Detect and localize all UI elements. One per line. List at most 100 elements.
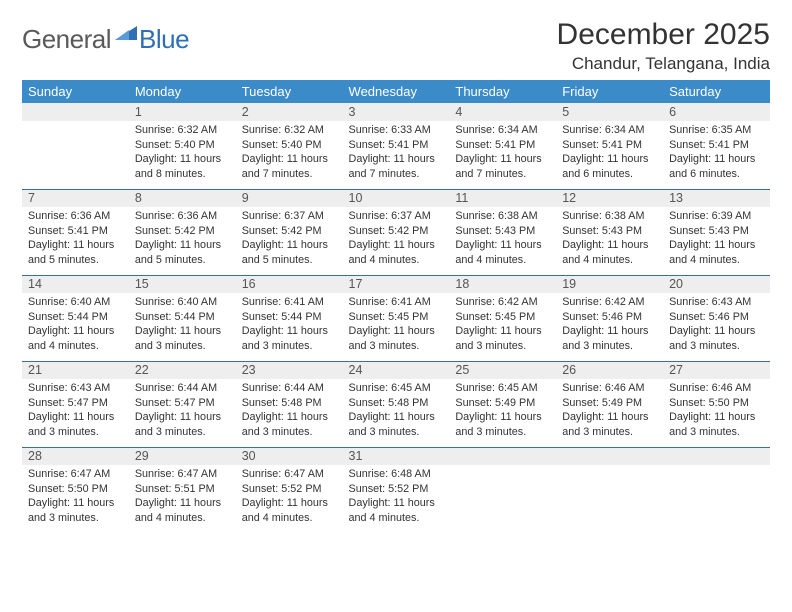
day-number-cell: 13 (663, 189, 770, 207)
sunset-text: Sunset: 5:48 PM (349, 396, 444, 411)
daylight-text: Daylight: 11 hours and 4 minutes. (135, 496, 230, 525)
day-number-cell (663, 447, 770, 465)
day-info-cell: Sunrise: 6:44 AMSunset: 5:47 PMDaylight:… (129, 379, 236, 447)
sunrise-text: Sunrise: 6:40 AM (135, 295, 230, 310)
sunset-text: Sunset: 5:50 PM (669, 396, 764, 411)
sunrise-text: Sunrise: 6:46 AM (562, 381, 657, 396)
sunrise-text: Sunrise: 6:47 AM (28, 467, 123, 482)
day-number-cell: 1 (129, 103, 236, 121)
sunrise-text: Sunrise: 6:35 AM (669, 123, 764, 138)
sunrise-text: Sunrise: 6:33 AM (349, 123, 444, 138)
day-number-cell: 27 (663, 361, 770, 379)
daylight-text: Daylight: 11 hours and 3 minutes. (135, 324, 230, 353)
day-info-cell: Sunrise: 6:37 AMSunset: 5:42 PMDaylight:… (236, 207, 343, 275)
day-info-cell: Sunrise: 6:35 AMSunset: 5:41 PMDaylight:… (663, 121, 770, 189)
sunset-text: Sunset: 5:41 PM (562, 138, 657, 153)
daylight-text: Daylight: 11 hours and 3 minutes. (455, 410, 550, 439)
day-info-cell: Sunrise: 6:46 AMSunset: 5:50 PMDaylight:… (663, 379, 770, 447)
day-info-cell: Sunrise: 6:47 AMSunset: 5:51 PMDaylight:… (129, 465, 236, 533)
day-info-row: Sunrise: 6:40 AMSunset: 5:44 PMDaylight:… (22, 293, 770, 361)
sunrise-text: Sunrise: 6:45 AM (455, 381, 550, 396)
daylight-text: Daylight: 11 hours and 4 minutes. (349, 238, 444, 267)
logo-text-blue: Blue (139, 24, 189, 55)
daylight-text: Daylight: 11 hours and 5 minutes. (135, 238, 230, 267)
day-info-cell (449, 465, 556, 533)
sunset-text: Sunset: 5:43 PM (455, 224, 550, 239)
daylight-text: Daylight: 11 hours and 3 minutes. (242, 410, 337, 439)
sunrise-text: Sunrise: 6:38 AM (455, 209, 550, 224)
day-info-cell: Sunrise: 6:37 AMSunset: 5:42 PMDaylight:… (343, 207, 450, 275)
sunrise-text: Sunrise: 6:37 AM (242, 209, 337, 224)
day-number-cell: 23 (236, 361, 343, 379)
sunrise-text: Sunrise: 6:47 AM (135, 467, 230, 482)
daylight-text: Daylight: 11 hours and 4 minutes. (455, 238, 550, 267)
sunset-text: Sunset: 5:47 PM (28, 396, 123, 411)
sunset-text: Sunset: 5:44 PM (135, 310, 230, 325)
sunset-text: Sunset: 5:40 PM (135, 138, 230, 153)
day-number-cell: 22 (129, 361, 236, 379)
day-number-cell: 2 (236, 103, 343, 121)
day-info-cell: Sunrise: 6:39 AMSunset: 5:43 PMDaylight:… (663, 207, 770, 275)
day-info-cell (556, 465, 663, 533)
sunrise-text: Sunrise: 6:40 AM (28, 295, 123, 310)
day-number-cell: 4 (449, 103, 556, 121)
daylight-text: Daylight: 11 hours and 7 minutes. (242, 152, 337, 181)
day-info-cell: Sunrise: 6:36 AMSunset: 5:41 PMDaylight:… (22, 207, 129, 275)
day-number-cell: 14 (22, 275, 129, 293)
sunrise-text: Sunrise: 6:42 AM (455, 295, 550, 310)
title-block: December 2025 Chandur, Telangana, India (557, 18, 770, 74)
day-info-cell: Sunrise: 6:32 AMSunset: 5:40 PMDaylight:… (236, 121, 343, 189)
day-number-cell: 8 (129, 189, 236, 207)
sunrise-text: Sunrise: 6:48 AM (349, 467, 444, 482)
day-info-row: Sunrise: 6:36 AMSunset: 5:41 PMDaylight:… (22, 207, 770, 275)
day-number-cell: 30 (236, 447, 343, 465)
sunrise-text: Sunrise: 6:36 AM (28, 209, 123, 224)
day-number-cell: 15 (129, 275, 236, 293)
sunset-text: Sunset: 5:42 PM (242, 224, 337, 239)
sunset-text: Sunset: 5:41 PM (669, 138, 764, 153)
sunset-text: Sunset: 5:49 PM (455, 396, 550, 411)
sunrise-text: Sunrise: 6:36 AM (135, 209, 230, 224)
daylight-text: Daylight: 11 hours and 4 minutes. (28, 324, 123, 353)
day-info-cell: Sunrise: 6:40 AMSunset: 5:44 PMDaylight:… (22, 293, 129, 361)
sunrise-text: Sunrise: 6:34 AM (455, 123, 550, 138)
day-info-cell: Sunrise: 6:41 AMSunset: 5:45 PMDaylight:… (343, 293, 450, 361)
sunset-text: Sunset: 5:44 PM (242, 310, 337, 325)
day-header: Sunday (22, 80, 129, 103)
daylight-text: Daylight: 11 hours and 4 minutes. (242, 496, 337, 525)
day-number-cell: 7 (22, 189, 129, 207)
day-info-row: Sunrise: 6:47 AMSunset: 5:50 PMDaylight:… (22, 465, 770, 533)
sunset-text: Sunset: 5:43 PM (562, 224, 657, 239)
day-number-cell: 19 (556, 275, 663, 293)
daylight-text: Daylight: 11 hours and 3 minutes. (349, 410, 444, 439)
sunset-text: Sunset: 5:46 PM (669, 310, 764, 325)
sunset-text: Sunset: 5:45 PM (455, 310, 550, 325)
daylight-text: Daylight: 11 hours and 3 minutes. (242, 324, 337, 353)
day-number-row: 78910111213 (22, 189, 770, 207)
sunset-text: Sunset: 5:41 PM (28, 224, 123, 239)
daylight-text: Daylight: 11 hours and 3 minutes. (669, 324, 764, 353)
day-number-cell: 16 (236, 275, 343, 293)
daylight-text: Daylight: 11 hours and 8 minutes. (135, 152, 230, 181)
sunrise-text: Sunrise: 6:34 AM (562, 123, 657, 138)
sunset-text: Sunset: 5:40 PM (242, 138, 337, 153)
day-info-cell: Sunrise: 6:42 AMSunset: 5:46 PMDaylight:… (556, 293, 663, 361)
day-number-cell (556, 447, 663, 465)
daylight-text: Daylight: 11 hours and 3 minutes. (669, 410, 764, 439)
day-info-cell: Sunrise: 6:38 AMSunset: 5:43 PMDaylight:… (556, 207, 663, 275)
calendar-page: General Blue December 2025 Chandur, Tela… (0, 0, 792, 612)
day-header: Friday (556, 80, 663, 103)
logo-text-general: General (22, 24, 111, 55)
day-header: Thursday (449, 80, 556, 103)
day-info-row: Sunrise: 6:43 AMSunset: 5:47 PMDaylight:… (22, 379, 770, 447)
sunset-text: Sunset: 5:52 PM (349, 482, 444, 497)
logo-triangle-icon (115, 24, 137, 45)
sunset-text: Sunset: 5:50 PM (28, 482, 123, 497)
day-info-cell: Sunrise: 6:45 AMSunset: 5:48 PMDaylight:… (343, 379, 450, 447)
day-number-row: 14151617181920 (22, 275, 770, 293)
sunrise-text: Sunrise: 6:37 AM (349, 209, 444, 224)
daylight-text: Daylight: 11 hours and 4 minutes. (562, 238, 657, 267)
day-number-cell: 9 (236, 189, 343, 207)
logo: General Blue (22, 24, 189, 55)
day-header: Saturday (663, 80, 770, 103)
